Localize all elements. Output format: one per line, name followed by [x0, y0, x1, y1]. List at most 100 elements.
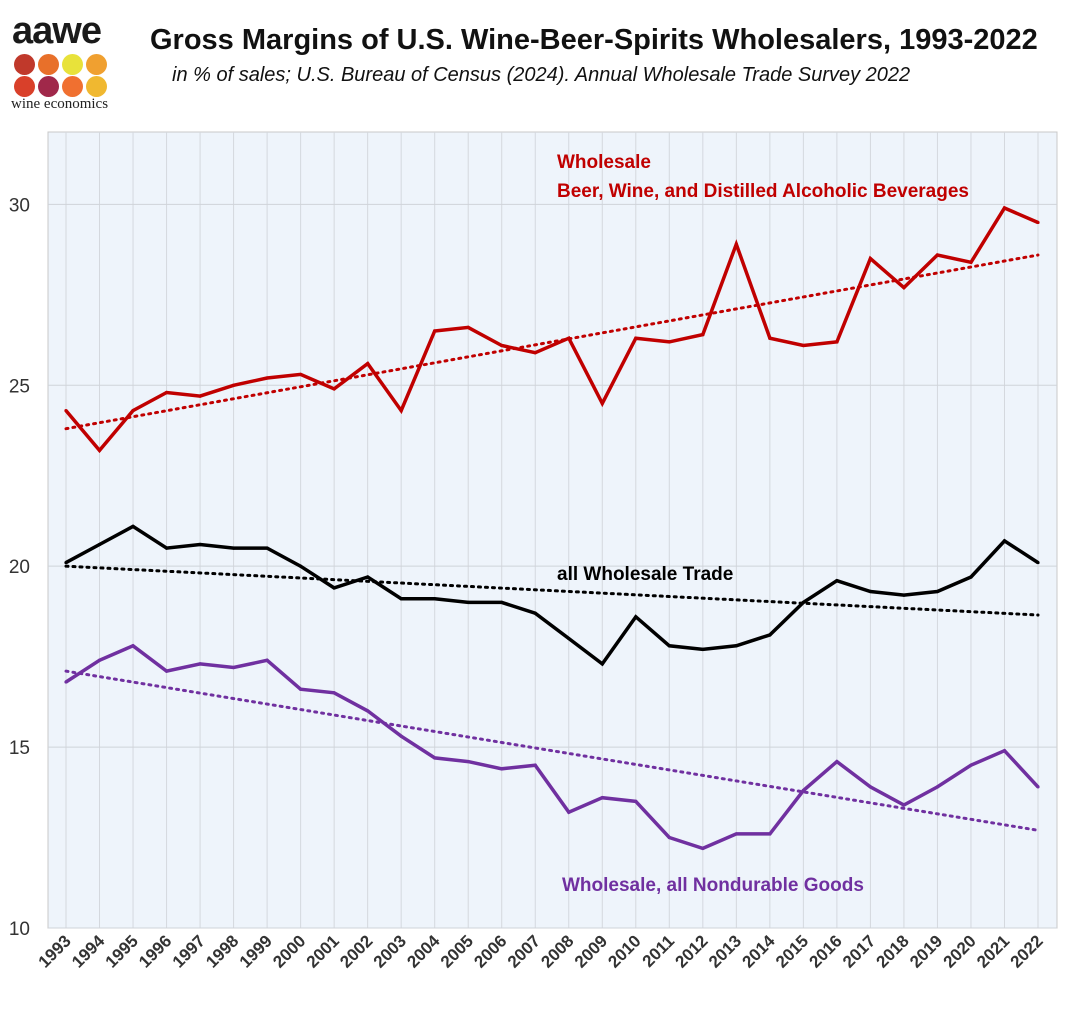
data-point	[265, 658, 269, 662]
data-point	[835, 759, 839, 764]
y-tick-label: 10	[9, 919, 30, 940]
data-point	[399, 597, 403, 601]
logo-dot	[62, 54, 83, 75]
logo-dot	[14, 76, 35, 97]
data-point	[466, 325, 470, 329]
data-point	[433, 329, 437, 333]
logo-wordmark: aawe	[12, 10, 102, 52]
data-point	[734, 832, 738, 836]
x-tick-label: 1997	[169, 931, 209, 971]
data-point	[533, 763, 537, 767]
data-point	[600, 662, 604, 666]
data-point	[801, 788, 805, 793]
logo-dot	[38, 54, 59, 75]
data-point	[64, 560, 68, 565]
data-point	[332, 586, 336, 590]
logo-dot	[86, 76, 107, 97]
data-point	[131, 409, 135, 413]
data-point	[868, 257, 873, 261]
data-point	[164, 669, 169, 673]
series-label: Wholesale	[557, 152, 651, 173]
trend-line	[64, 564, 1040, 617]
data-point	[1036, 560, 1040, 565]
x-tick-label: 2008	[537, 931, 577, 971]
x-tick-label: 2014	[739, 931, 780, 972]
data-point	[97, 658, 102, 662]
series-label: Wholesale, all Nondurable Goods	[562, 875, 864, 896]
data-point	[299, 687, 303, 691]
x-tick-label: 2004	[403, 931, 444, 972]
data-point	[835, 340, 839, 344]
x-tick-label: 2015	[772, 931, 812, 971]
data-point	[1002, 749, 1007, 753]
data-point	[1002, 539, 1007, 543]
data-point	[533, 351, 537, 355]
data-point	[131, 524, 135, 528]
series-label: all Wholesale Trade	[557, 564, 733, 585]
trend-line	[64, 669, 1040, 832]
data-point	[399, 409, 403, 413]
x-tick-label: 2018	[873, 931, 913, 971]
data-point	[332, 691, 336, 695]
logo-dot	[62, 76, 83, 97]
data-point	[600, 796, 604, 800]
data-point	[198, 662, 202, 666]
data-point	[399, 734, 403, 738]
data-point	[466, 600, 470, 604]
data-point	[969, 575, 973, 579]
data-point	[198, 542, 202, 547]
data-point	[634, 799, 638, 803]
data-point	[935, 253, 940, 257]
data-point	[231, 546, 236, 550]
plot-area	[47, 131, 1058, 929]
data-point	[533, 611, 537, 615]
data-point	[634, 336, 638, 340]
logo-dot	[86, 54, 107, 75]
x-axis: 1993199419951996199719981999200020012002…	[35, 931, 1047, 972]
x-tick-label: 1998	[202, 931, 242, 971]
data-point	[433, 597, 437, 601]
data-point	[969, 260, 973, 264]
series-label: Beer, Wine, and Distilled Alcoholic Beve…	[557, 181, 969, 202]
trend-lines	[64, 253, 1040, 832]
x-tick-label: 2012	[671, 931, 711, 971]
data-point	[667, 835, 671, 840]
data-point	[1036, 220, 1040, 225]
data-point	[902, 593, 906, 597]
data-point	[768, 336, 772, 340]
data-point	[768, 633, 772, 637]
data-point	[1036, 785, 1040, 789]
x-tick-label: 1996	[135, 931, 175, 971]
series-line	[64, 205, 1039, 454]
data-point	[600, 401, 604, 405]
data-point	[97, 542, 102, 547]
data-point	[366, 361, 370, 366]
data-point	[969, 763, 973, 767]
data-point	[366, 575, 370, 579]
data-point	[567, 810, 571, 814]
y-tick-label: 25	[9, 376, 30, 397]
data-point	[500, 343, 504, 348]
data-point	[164, 546, 169, 550]
chart-subtitle: in % of sales; U.S. Bureau of Census (20…	[172, 64, 911, 86]
data-point	[265, 376, 269, 380]
data-point	[567, 636, 571, 641]
x-tick-label: 2005	[437, 931, 477, 971]
x-tick-label: 2019	[906, 931, 946, 971]
aawe-logo: aawe wine economics	[8, 10, 118, 120]
x-tick-label: 1995	[102, 931, 142, 971]
data-point	[198, 394, 202, 398]
x-tick-label: 1999	[236, 931, 276, 971]
data-point	[64, 680, 68, 684]
x-tick-label: 2020	[940, 931, 980, 971]
y-axis: 10 15 20 25 30	[9, 195, 30, 940]
grid-lines	[48, 132, 1057, 929]
series-lines	[64, 205, 1040, 851]
data-point	[366, 709, 370, 713]
data-point	[500, 767, 504, 771]
x-tick-label: 2002	[336, 931, 376, 971]
data-point	[231, 383, 236, 387]
data-point	[433, 756, 437, 760]
x-tick-label: 2009	[571, 931, 611, 971]
